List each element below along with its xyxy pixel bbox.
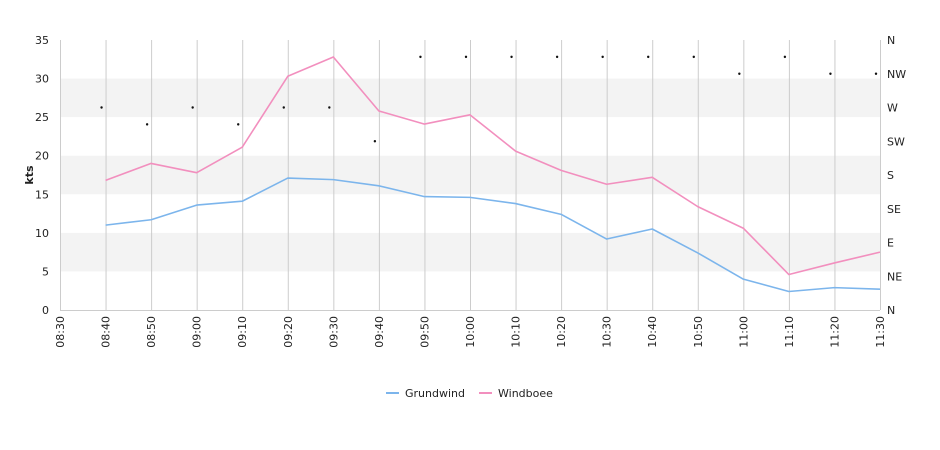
x-tick-label: 11:00 [737,316,750,348]
series-line-windboee[interactable] [105,56,881,276]
direction-point [373,140,377,143]
x-tick-label: 11:20 [828,316,841,348]
direction-point [419,55,422,59]
direction-points [100,55,878,143]
direction-point [328,106,331,109]
y-tick-label: 5 [42,265,49,278]
y-axis-label: kts [23,165,36,185]
legend-label: Windboee [498,387,553,400]
direction-point [464,55,468,59]
direction-tick-label: NE [887,270,902,283]
legend[interactable]: Grundwind Windboee [386,387,553,400]
x-tick-label: 09:10 [236,316,249,348]
direction-point [692,55,695,59]
direction-point [282,106,285,109]
direction-point [829,72,832,75]
y-tick-label: 30 [35,73,49,86]
direction-tick-label: W [887,102,898,115]
x-tick-label: 10:00 [464,316,477,348]
direction-point [100,106,103,109]
x-tick-label: 10:40 [646,316,659,348]
direction-point [601,55,604,59]
x-tick-label: 10:50 [692,316,705,348]
legend-label: Grundwind [405,387,465,400]
direction-tick-label: SE [887,203,901,216]
direction-tick-label: N [887,34,895,47]
y-tick-label: 20 [35,150,49,163]
series-line-grundwind[interactable] [105,177,881,293]
y-tick-label: 35 [35,34,49,47]
direction-point [738,72,741,75]
x-tick-label: 08:30 [54,316,67,348]
x-tick-label: 11:30 [874,316,887,348]
x-tick-label: 09:20 [282,316,295,348]
direction-point [874,72,878,75]
direction-point [145,123,149,126]
direction-point [191,106,194,109]
direction-point [783,55,787,59]
y-axis-ticks: 0 5 10 15 20 25 30 35 [35,34,49,317]
x-tick-label: 10:10 [510,316,523,348]
direction-axis-ticks: N NE E SE S SW W NW N [887,34,906,317]
series-lines [105,56,881,293]
y-tick-label: 10 [35,227,49,240]
direction-point [555,55,559,59]
direction-tick-label: N [887,304,895,317]
x-tick-label: 11:10 [783,316,796,348]
x-tick-label: 08:50 [145,316,158,348]
direction-point [510,55,513,59]
x-tick-label: 09:00 [191,316,204,348]
direction-tick-label: E [887,237,894,250]
x-tick-label: 09:50 [418,316,431,348]
x-tick-label: 09:40 [373,316,386,348]
vertical-gridlines [60,40,881,310]
direction-tick-label: NW [887,68,906,81]
legend-item-windboee[interactable]: Windboee [479,387,553,400]
legend-item-grundwind[interactable]: Grundwind [386,387,465,400]
y-tick-label: 0 [42,304,49,317]
y-tick-label: 25 [35,111,49,124]
x-axis-ticks: 08:30 08:40 08:50 09:00 09:10 09:20 09:30 09:40… [54,316,887,348]
direction-tick-label: SW [887,135,905,148]
x-tick-label: 09:30 [327,316,340,348]
x-tick-label: 10:30 [601,316,614,348]
x-tick-label: 10:20 [555,316,568,348]
y-tick-label: 15 [35,188,49,201]
direction-point [647,55,650,59]
direction-point [237,123,240,126]
direction-tick-label: S [887,169,894,182]
x-tick-label: 08:40 [100,316,113,348]
